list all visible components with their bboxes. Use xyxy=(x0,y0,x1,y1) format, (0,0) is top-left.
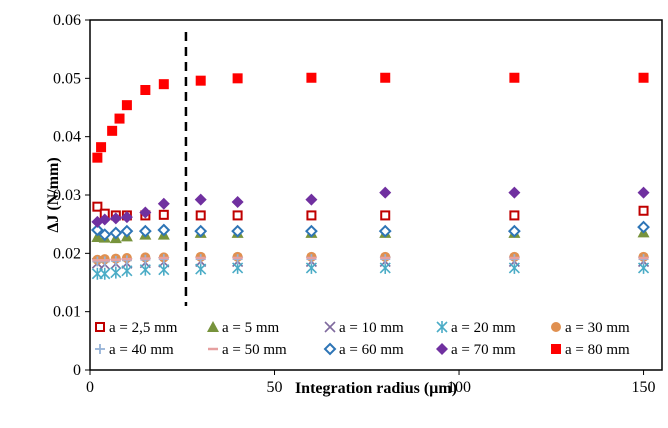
data-point-series-10 xyxy=(92,152,103,163)
plot-area-frame xyxy=(89,19,663,371)
data-point-series-4 xyxy=(110,266,122,279)
x-tick-label: 100 xyxy=(447,379,471,396)
data-point-series-8 xyxy=(231,224,245,238)
data-point-series-1 xyxy=(158,209,169,220)
data-point-series-10 xyxy=(158,79,169,90)
data-point-series-1 xyxy=(638,205,649,216)
legend-label: a = 20 mm xyxy=(451,320,516,336)
legend-label: a = 50 mm xyxy=(222,342,287,358)
data-point-series-10 xyxy=(232,73,243,84)
legend-entry: a = 50 mm xyxy=(208,342,287,358)
legend-entry: a = 10 mm xyxy=(324,320,404,336)
data-point-series-10 xyxy=(380,72,391,83)
data-point-series-1 xyxy=(509,210,520,221)
legend-label: a = 10 mm xyxy=(339,320,404,336)
y-tick-label: 0 xyxy=(73,362,81,379)
data-point-series-9 xyxy=(231,196,244,208)
data-point-series-10 xyxy=(306,72,317,83)
legend-entry: a = 70 mm xyxy=(436,342,516,358)
data-point-series-10 xyxy=(140,85,151,95)
legend-entry: a = 20 mm xyxy=(436,320,516,336)
data-point-series-9 xyxy=(305,193,318,206)
data-point-series-8 xyxy=(109,226,123,240)
data-point-series-10 xyxy=(195,75,206,86)
legend-label: a = 2,5 mm xyxy=(109,320,178,336)
data-point-series-1 xyxy=(306,210,317,221)
y-tick-label: 0.03 xyxy=(53,187,81,204)
data-point-series-4 xyxy=(121,264,133,277)
data-point-series-4 xyxy=(195,263,207,276)
y-axis-title: ΔJ (N/mm) xyxy=(45,157,62,232)
data-point-series-10 xyxy=(114,113,125,124)
data-point-series-10 xyxy=(107,125,118,136)
legend-entry: a = 30 mm xyxy=(551,320,630,336)
data-point-series-8 xyxy=(98,228,112,242)
legend-entry: a = 60 mm xyxy=(323,342,404,358)
x-axis-title: Integration radius (µm) xyxy=(295,380,457,397)
data-point-series-4 xyxy=(158,263,170,276)
legend-label: a = 70 mm xyxy=(451,342,516,358)
legend-label: a = 30 mm xyxy=(565,320,630,336)
data-point-series-9 xyxy=(508,186,521,199)
data-point-series-10 xyxy=(509,72,520,83)
data-point-series-9 xyxy=(379,186,392,199)
y-tick-label: 0.01 xyxy=(53,304,81,321)
y-tick-label: 0.04 xyxy=(53,129,81,146)
legend-entry: a = 5 mm xyxy=(207,320,280,336)
legend-entry: a = 80 mm xyxy=(551,342,630,358)
data-point-series-9 xyxy=(194,193,207,206)
data-point-series-1 xyxy=(92,201,103,212)
data-point-series-10 xyxy=(96,142,107,153)
data-point-series-8 xyxy=(90,223,104,237)
data-point-series-9 xyxy=(157,197,170,210)
data-point-series-9 xyxy=(120,211,133,224)
data-point-series-8 xyxy=(305,224,318,238)
legend-entry: a = 40 mm xyxy=(95,342,174,358)
data-point-series-9 xyxy=(139,206,152,219)
legend-label: a = 80 mm xyxy=(565,342,630,358)
data-point-series-1 xyxy=(380,210,391,221)
data-point-series-8 xyxy=(194,224,208,238)
x-tick-label: 0 xyxy=(86,379,94,396)
legend-entry: a = 2,5 mm xyxy=(95,320,178,336)
data-point-series-1 xyxy=(232,210,243,221)
y-tick-label: 0.02 xyxy=(53,245,81,262)
data-point-series-8 xyxy=(138,224,152,238)
data-point-series-9 xyxy=(637,186,650,199)
data-point-series-10 xyxy=(638,72,649,83)
x-tick-label: 50 xyxy=(267,379,283,396)
data-point-series-8 xyxy=(120,224,134,238)
data-point-series-8 xyxy=(637,220,650,234)
data-point-series-9 xyxy=(109,212,122,225)
data-point-series-8 xyxy=(157,223,171,237)
data-point-series-8 xyxy=(378,224,392,238)
data-point-series-4 xyxy=(139,263,151,276)
legend-label: a = 40 mm xyxy=(109,342,174,358)
data-point-series-4 xyxy=(99,267,111,280)
data-point-series-10 xyxy=(121,100,132,111)
y-tick-label: 0.05 xyxy=(53,70,81,87)
data-point-series-9 xyxy=(98,213,111,226)
legend-label: a = 60 mm xyxy=(339,342,404,358)
data-point-series-2 xyxy=(91,231,104,242)
y-tick-label: 0.06 xyxy=(53,12,81,29)
data-point-series-8 xyxy=(507,224,521,238)
x-tick-label: 150 xyxy=(632,379,656,396)
legend-label: a = 5 mm xyxy=(222,320,280,336)
data-point-series-1 xyxy=(195,210,206,221)
